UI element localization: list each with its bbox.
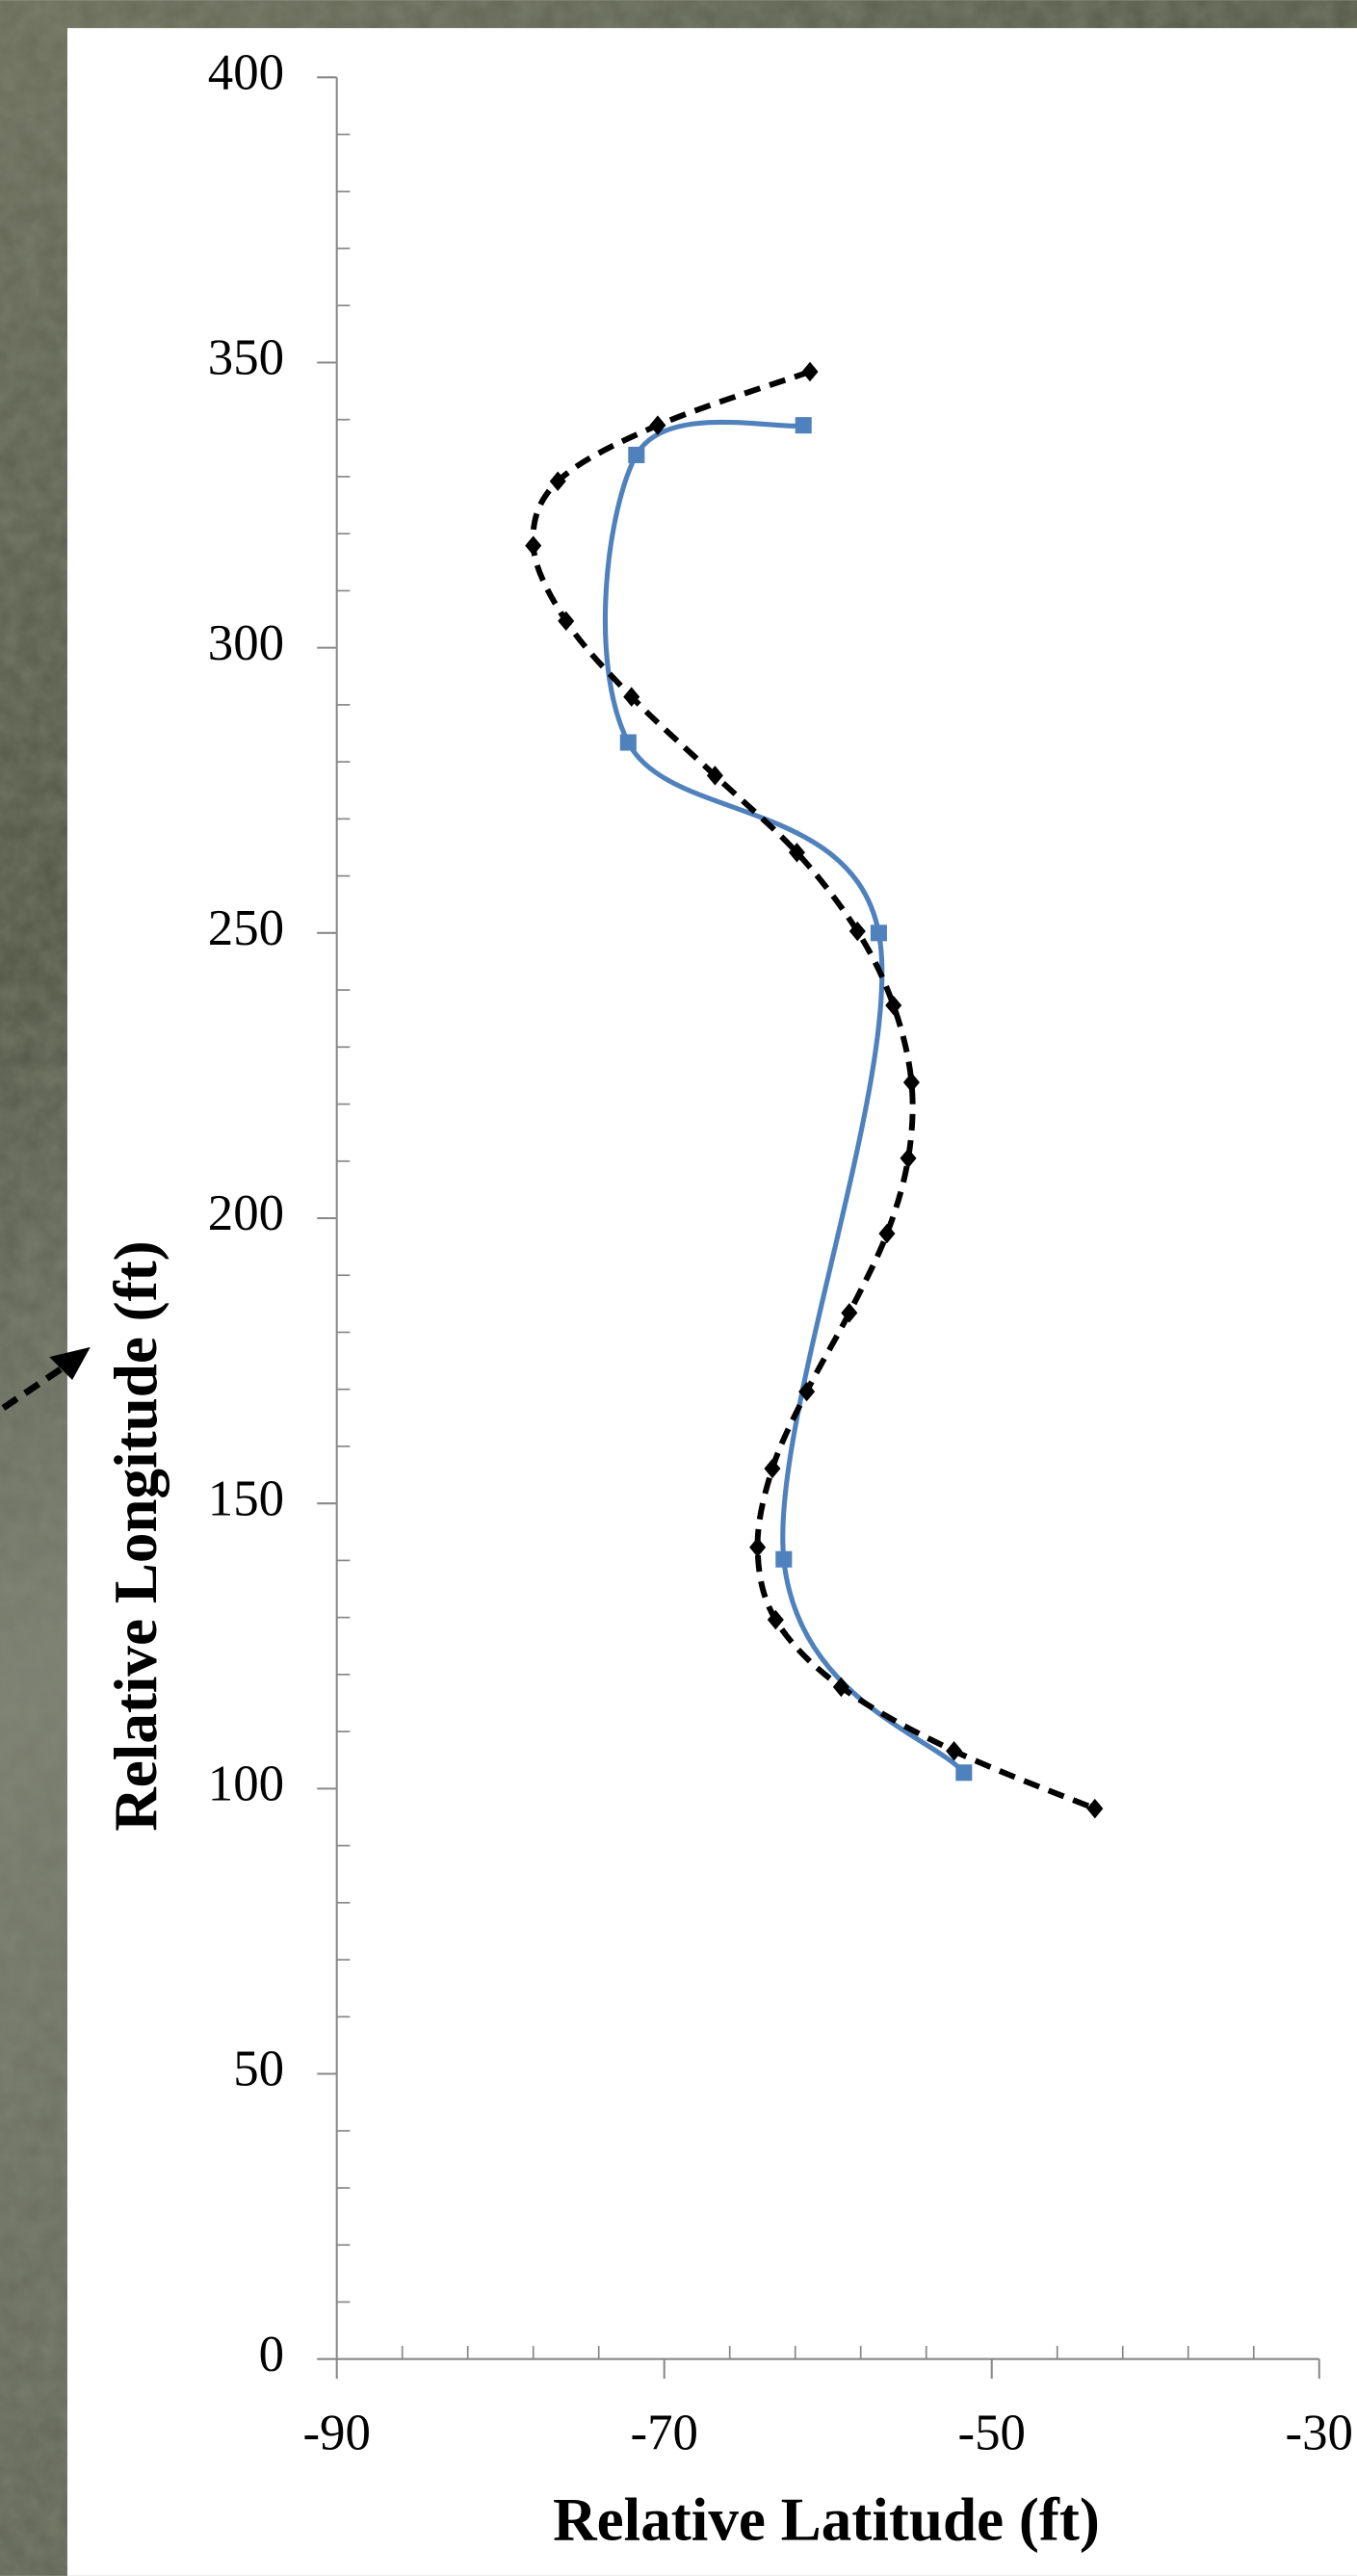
plot-panel xyxy=(67,28,1357,2576)
y-axis-title: Relative Longitude (ft) xyxy=(102,1240,170,1831)
x-tick-label: -50 xyxy=(957,2406,1025,2461)
y-tick-label: 400 xyxy=(208,44,284,100)
y-tick-label: 150 xyxy=(208,1470,284,1526)
x-tick-label: -30 xyxy=(1286,2406,1353,2461)
y-tick-label: 200 xyxy=(208,1185,284,1241)
y-tick-label: 300 xyxy=(208,615,284,671)
y-tick-label: 250 xyxy=(208,900,284,956)
marker xyxy=(796,417,812,433)
chart: Relative Latitude (ft) Relative Longitud… xyxy=(0,0,1357,2576)
y-tick-label: 50 xyxy=(233,2042,284,2097)
x-tick-label: -90 xyxy=(302,2406,370,2461)
marker xyxy=(955,1764,972,1781)
marker xyxy=(620,734,637,750)
marker xyxy=(775,1551,792,1568)
page: {"chart_data": {"type": "line", "xlabel"… xyxy=(0,0,1357,2576)
y-tick-label: 100 xyxy=(208,1756,284,1811)
marker xyxy=(628,447,644,463)
y-tick-label: 350 xyxy=(208,330,284,386)
marker xyxy=(871,924,887,941)
x-axis-title: Relative Latitude (ft) xyxy=(553,2485,1100,2553)
y-tick-label: 0 xyxy=(259,2327,284,2382)
x-tick-label: -70 xyxy=(630,2406,697,2461)
